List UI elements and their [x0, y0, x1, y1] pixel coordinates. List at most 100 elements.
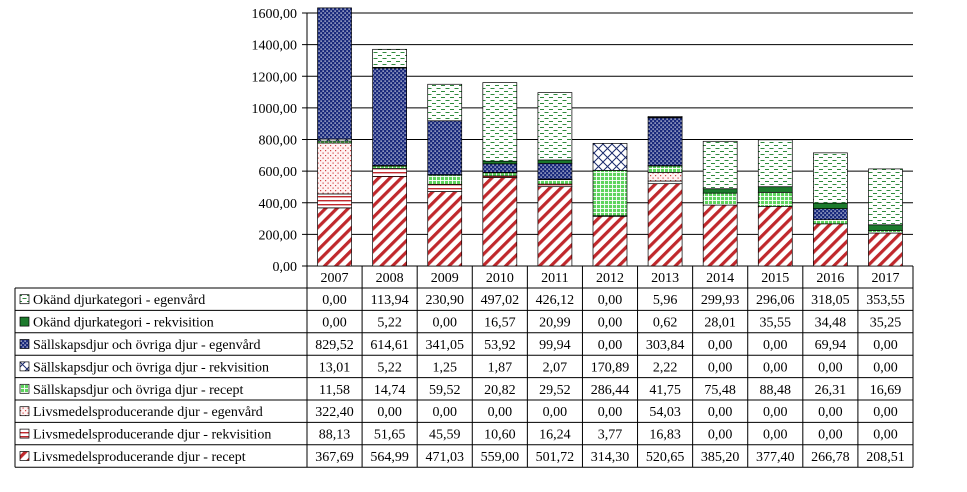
data-label: 0,00 [322, 316, 347, 331]
data-label: 34,48 [815, 316, 847, 331]
legend-label: Livsmedelsproducerande djur - rekvisitio… [33, 428, 271, 443]
bar-segment [317, 207, 352, 267]
bar-segment [757, 186, 793, 193]
data-label: 54,03 [649, 405, 681, 420]
data-label: 0,00 [708, 360, 733, 375]
bar-segment [482, 177, 518, 267]
legend-key [19, 294, 30, 305]
bar-segment [647, 180, 683, 185]
y-tick-label: 1000,00 [252, 102, 298, 117]
bar-segment [702, 192, 738, 206]
x-tick-label: 2010 [486, 271, 514, 286]
data-label: 0,00 [818, 405, 843, 420]
data-label: 501,72 [536, 450, 575, 465]
data-label: 45,59 [429, 428, 461, 443]
bar-segment [427, 120, 463, 176]
legend-label: Okänd djurkategori - rekvisition [33, 316, 214, 331]
x-tick-label: 2011 [541, 271, 568, 286]
data-label: 16,69 [870, 383, 902, 398]
legend-label: Sällskapsdjur och övriga djur - egenvård [33, 338, 260, 353]
bar-segment [868, 168, 903, 226]
data-label: 0,00 [708, 338, 733, 353]
data-label: 5,22 [377, 316, 402, 331]
data-label: 5,96 [653, 293, 678, 308]
legend-key [19, 428, 30, 439]
data-label: 41,75 [649, 383, 681, 398]
bar-segment [868, 224, 903, 231]
bar-segment [813, 223, 848, 267]
bar-segment [317, 142, 352, 195]
bar-segment [482, 82, 518, 162]
legend-key [19, 339, 30, 349]
data-label: 0,00 [763, 405, 788, 420]
bar-segment [702, 188, 738, 194]
x-tick-label: 2015 [761, 271, 789, 286]
data-label: 614,61 [370, 338, 409, 353]
data-label: 69,94 [815, 338, 847, 353]
bar-segment [537, 162, 573, 180]
data-label: 559,00 [481, 450, 520, 465]
data-label: 88,48 [760, 383, 792, 398]
bar-segment [813, 202, 848, 209]
data-label: 53,92 [484, 338, 516, 353]
data-label: 353,55 [866, 293, 905, 308]
bar-segment [813, 152, 848, 204]
data-label: 0,00 [377, 405, 402, 420]
data-label: 314,30 [591, 450, 630, 465]
bar-segment [647, 183, 683, 267]
bar-segment [757, 191, 793, 207]
bar-segment [317, 193, 352, 209]
data-label: 367,69 [315, 450, 354, 465]
data-label: 286,44 [591, 383, 630, 398]
legend-label: Okänd djurkategori - egenvård [33, 293, 205, 308]
data-label: 1,87 [488, 360, 513, 375]
legend-key [19, 383, 30, 394]
data-label: 5,22 [377, 360, 402, 375]
bar-segment [647, 172, 683, 182]
data-label: 1,25 [432, 360, 457, 375]
data-label: 2,07 [543, 360, 568, 375]
data-label: 170,89 [591, 360, 630, 375]
bar-segment [757, 205, 793, 267]
data-label: 0,00 [598, 316, 623, 331]
data-label: 0,00 [598, 338, 623, 353]
data-label: 0,00 [763, 360, 788, 375]
bar-segment [537, 179, 573, 185]
bar-segment [537, 183, 573, 188]
bar-segment [317, 7, 352, 140]
data-label: 3,77 [598, 428, 623, 443]
data-label: 426,12 [536, 293, 575, 308]
bar-segment [427, 183, 463, 192]
bar-segment [537, 186, 573, 267]
data-label: 11,58 [319, 383, 350, 398]
data-label: 0,00 [322, 293, 347, 308]
legend-label: Livsmedelsproducerande djur - recept [33, 450, 246, 465]
bar-segment [427, 83, 463, 122]
y-tick-label: 200,00 [259, 228, 298, 243]
y-tick-label: 0,00 [273, 260, 298, 275]
y-tick-label: 800,00 [259, 134, 298, 149]
data-label: 0,00 [543, 405, 568, 420]
bar-segment [592, 215, 628, 267]
data-label: 113,94 [371, 293, 409, 308]
bar-segment [592, 170, 628, 217]
data-label: 20,82 [484, 383, 516, 398]
data-label: 471,03 [425, 450, 464, 465]
data-label: 14,74 [374, 383, 406, 398]
data-table: 2007 2008 2009 2010 2011 2012 2013 2014 2015 2016… [14, 266, 914, 468]
data-label: 829,52 [315, 338, 354, 353]
x-tick-label: 2016 [816, 271, 844, 286]
legend-key [19, 316, 30, 327]
bar-segment [372, 176, 407, 267]
data-label: 208,51 [866, 450, 905, 465]
legend-label: Livsmedelsproducerande djur - egenvård [33, 405, 263, 420]
data-label: 0,00 [708, 428, 733, 443]
y-tick-label: 1400,00 [252, 39, 298, 54]
data-label: 322,40 [315, 405, 354, 420]
bar-segment [647, 116, 683, 118]
x-tick-label: 2007 [321, 271, 349, 286]
data-label: 230,90 [425, 293, 464, 308]
data-label: 385,20 [701, 450, 740, 465]
data-label: 0,62 [653, 316, 678, 331]
